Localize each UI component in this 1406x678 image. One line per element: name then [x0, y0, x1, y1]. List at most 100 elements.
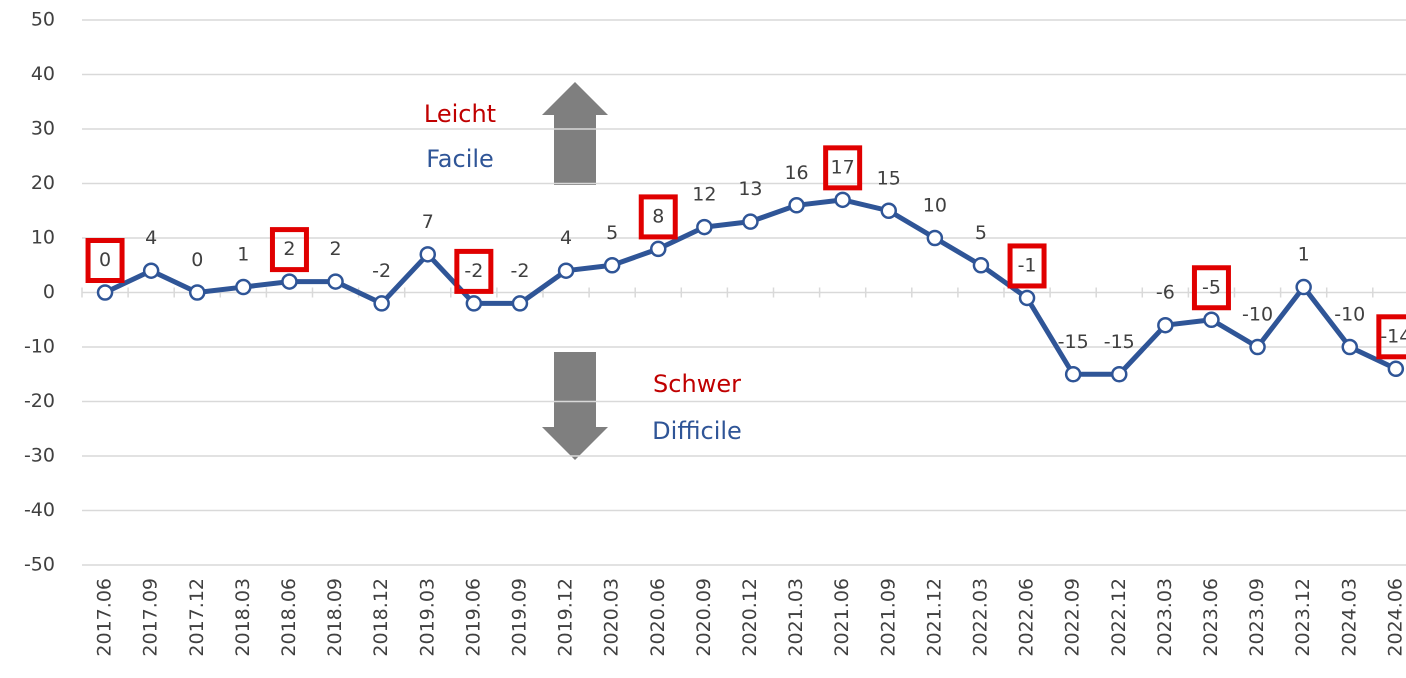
y-tick-label: 10: [31, 227, 55, 249]
y-tick-label: -20: [24, 390, 55, 412]
data-point: [373, 295, 390, 312]
data-point: [327, 273, 344, 290]
x-tick-label: 2018.09: [324, 578, 346, 657]
x-tick-label: 2022.06: [1016, 578, 1038, 657]
x-tick-label: 2021.06: [831, 578, 853, 657]
y-tick-label: 50: [31, 9, 55, 31]
x-tick-label: 2023.03: [1154, 578, 1176, 657]
data-point: [142, 262, 160, 279]
data-label: 2: [330, 238, 342, 260]
y-tick-label: -30: [24, 445, 55, 467]
data-point: [1387, 360, 1405, 378]
data-label: 1: [1298, 244, 1310, 266]
data-label: 5: [975, 222, 987, 244]
y-tick-label: -10: [24, 336, 55, 358]
data-label: -2: [510, 260, 529, 282]
data-point: [742, 213, 759, 230]
highlight-box: [1007, 243, 1047, 289]
y-tick-label: -40: [24, 499, 55, 521]
x-tick-label: 2022.12: [1108, 578, 1130, 657]
data-label: 0: [99, 249, 111, 271]
data-point: [1157, 316, 1174, 334]
x-tick-label: 2020.03: [601, 578, 623, 657]
data-label: -10: [1334, 304, 1365, 326]
annotation: Facile: [426, 145, 494, 173]
data-label: 8: [652, 205, 664, 227]
x-tick-label: 2024.06: [1384, 578, 1406, 657]
data-label: -15: [1104, 331, 1135, 353]
data-label: 2: [283, 238, 295, 260]
y-tick-label: -50: [24, 554, 55, 576]
data-label: 0: [191, 249, 203, 271]
x-tick-label: 2023.12: [1292, 578, 1314, 657]
data-label: 5: [606, 222, 618, 244]
data-label: -15: [1058, 331, 1089, 353]
data-label: -14: [1380, 325, 1406, 347]
y-tick-label: 20: [31, 172, 55, 194]
data-label: -2: [464, 260, 483, 282]
data-label: 4: [560, 227, 572, 249]
data-label: -5: [1202, 276, 1221, 298]
x-tick-label: 2017.09: [140, 578, 162, 657]
data-label: 4: [145, 227, 157, 249]
y-tick-label: 30: [31, 118, 55, 140]
highlight-box: [1376, 314, 1406, 360]
data-point: [880, 202, 897, 219]
annotation: Difficile: [652, 417, 742, 445]
x-tick-label: 2017.06: [94, 578, 116, 657]
up-arrow: [542, 82, 608, 185]
x-tick-label: 2020.12: [739, 578, 761, 657]
data-point: [1064, 366, 1082, 383]
data-label: -6: [1156, 282, 1175, 304]
x-tick-label: 2019.09: [508, 578, 530, 657]
data-point: [189, 284, 206, 301]
x-tick-label: 2024.03: [1338, 578, 1360, 657]
data-point: [96, 284, 114, 301]
data-label: 1: [237, 244, 249, 266]
highlight-box: [823, 145, 863, 191]
y-tick-label: 40: [31, 63, 55, 85]
data-point: [696, 218, 713, 236]
data-point: [1249, 338, 1266, 356]
data-point: [511, 295, 529, 312]
data-label: 15: [877, 167, 901, 189]
highlight-box: [454, 248, 494, 294]
annotation: Schwer: [653, 370, 741, 398]
x-tick-label: 2021.09: [877, 578, 899, 657]
data-label: 17: [831, 156, 855, 178]
x-tick-label: 2018.03: [232, 578, 254, 657]
data-label: -10: [1242, 304, 1273, 326]
data-point: [650, 240, 667, 258]
data-point: [465, 295, 483, 312]
data-point: [235, 278, 252, 296]
x-tick-label: 2021.12: [923, 578, 945, 657]
annotation: Leicht: [424, 100, 496, 128]
data-point: [1341, 338, 1358, 356]
data-point: [926, 229, 944, 247]
highlight-box: [269, 227, 309, 273]
x-tick-label: 2022.03: [969, 578, 991, 657]
data-point: [1295, 278, 1312, 296]
data-point: [419, 246, 436, 263]
data-label: 12: [692, 184, 716, 206]
data-label: 13: [738, 178, 762, 200]
data-point: [603, 257, 621, 274]
highlight-box: [1191, 265, 1231, 311]
x-tick-label: 2018.12: [370, 578, 392, 657]
data-point: [972, 257, 990, 274]
data-label: 16: [784, 162, 808, 184]
x-tick-label: 2020.09: [693, 578, 715, 657]
highlight-box: [638, 194, 678, 240]
y-tick-label: 0: [43, 281, 55, 303]
x-tick-label: 2018.06: [278, 578, 300, 657]
down-arrow: [542, 352, 608, 460]
data-label: 7: [422, 211, 434, 233]
data-label: 10: [923, 195, 947, 217]
x-tick-label: 2021.03: [785, 578, 807, 657]
x-tick-label: 2019.12: [555, 578, 577, 657]
x-tick-label: 2023.06: [1200, 578, 1222, 657]
data-label: -1: [1018, 254, 1037, 276]
x-tick-label: 2017.12: [186, 578, 208, 657]
data-point: [834, 191, 851, 209]
